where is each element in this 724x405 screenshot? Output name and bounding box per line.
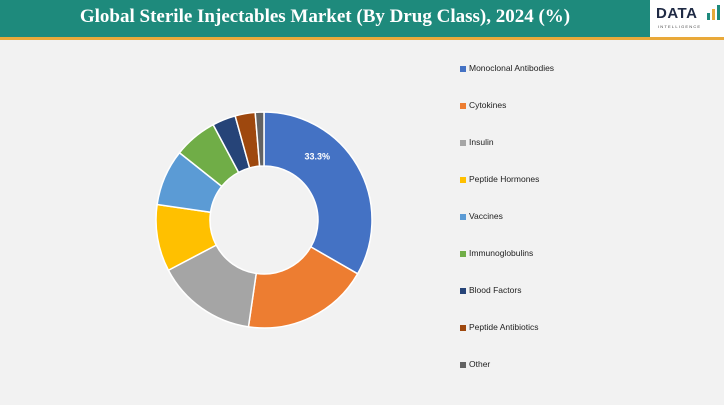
legend-item: Insulin xyxy=(460,137,710,174)
legend-swatch xyxy=(460,139,466,146)
legend-item: Immunoglobulins xyxy=(460,248,710,285)
legend-label: Cytokines xyxy=(469,100,507,110)
legend-item: Peptide Hormones xyxy=(460,174,710,211)
legend-label: Immunoglobulins xyxy=(469,248,534,258)
legend-label: Monoclonal Antibodies xyxy=(469,63,555,73)
legend-label: Vaccines xyxy=(469,211,503,221)
chart-legend: Monoclonal Antibodies Cytokines Insulin Pep… xyxy=(460,63,710,396)
legend-item: Vaccines xyxy=(460,211,710,248)
legend-swatch xyxy=(460,324,466,331)
legend-swatch xyxy=(460,102,466,109)
bar-chart-logo-icon xyxy=(707,5,720,20)
donut-chart: 33.3% xyxy=(155,111,373,329)
legend-item: Cytokines xyxy=(460,100,710,137)
legend-label: Peptide Antibiotics xyxy=(469,322,539,332)
legend-item: Blood Factors xyxy=(460,285,710,322)
chart-title: Global Sterile Injectables Market (By Dr… xyxy=(79,6,571,27)
logo-text: DATA xyxy=(656,5,698,22)
legend-item: Other xyxy=(460,359,710,396)
legend-item: Monoclonal Antibodies xyxy=(460,63,710,100)
header-accent-line xyxy=(0,37,724,40)
logo-subtext: INTELLIGENCE xyxy=(658,24,702,29)
legend-swatch xyxy=(460,176,466,183)
legend-swatch xyxy=(460,250,466,257)
legend-label: Other xyxy=(469,359,491,369)
legend-label: Insulin xyxy=(469,137,494,147)
legend-swatch xyxy=(460,213,466,220)
legend-swatch xyxy=(460,65,466,72)
donut-slice-0 xyxy=(263,111,373,275)
header-bar xyxy=(0,0,724,37)
legend-swatch xyxy=(460,287,466,294)
donut-slice-8 xyxy=(254,111,265,167)
legend-item: Peptide Antibiotics xyxy=(460,322,710,359)
logo: DATA INTELLIGENCE xyxy=(650,0,724,37)
legend-label: Blood Factors xyxy=(469,285,522,295)
legend-label: Peptide Hormones xyxy=(469,174,540,184)
legend-swatch xyxy=(460,361,466,368)
data-label-0: 33.3% xyxy=(304,151,330,161)
